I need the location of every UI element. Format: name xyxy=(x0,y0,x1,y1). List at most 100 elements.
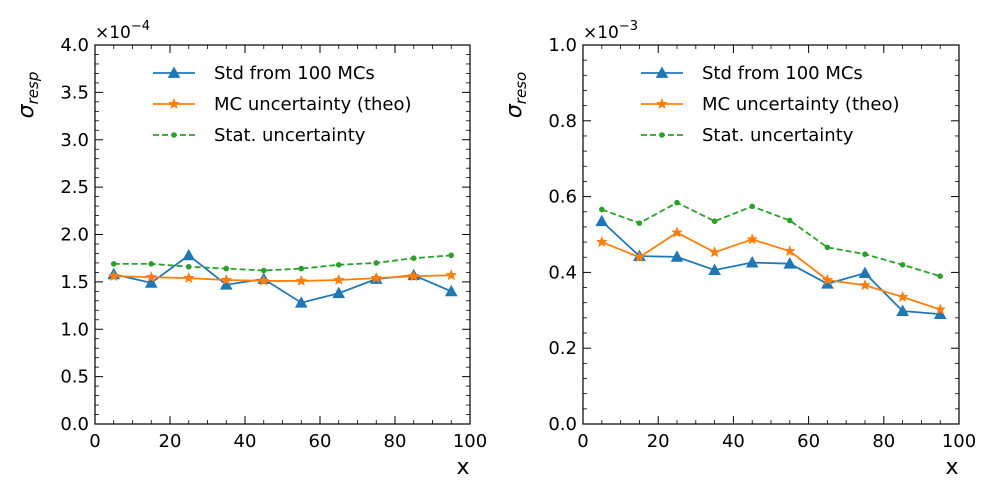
data-point xyxy=(599,206,605,213)
legend-marker xyxy=(167,66,181,78)
x-tick-label: 20 xyxy=(159,431,182,452)
series-1 xyxy=(595,214,947,319)
legend-label: Std from 100 MCs xyxy=(214,63,375,84)
data-point xyxy=(110,261,117,267)
x-tick-label: 0 xyxy=(89,431,100,452)
y-exponent-label: ×10−3 xyxy=(583,19,638,43)
chart-panel-2: 0 20 40 60 80 100 0.0 0.2 0.4 0.6 0.8 1.0 ×10−3 σreso… xyxy=(502,19,976,480)
legend-label: Stat. uncertainty xyxy=(214,125,366,146)
data-point xyxy=(787,217,793,224)
data-point xyxy=(335,262,342,268)
x-tick-label: 80 xyxy=(384,431,407,452)
y-tick-label: 1.5 xyxy=(60,272,89,293)
y-tick-label: 0.6 xyxy=(548,187,577,208)
data-point xyxy=(896,304,909,316)
series-line xyxy=(113,254,452,272)
data-point xyxy=(783,245,796,257)
series-3 xyxy=(110,252,455,274)
data-point xyxy=(257,274,270,286)
y-tick-label: 1.0 xyxy=(60,319,89,340)
legend-label: MC uncertainty (theo) xyxy=(214,94,412,115)
data-point xyxy=(373,260,380,266)
x-tick-label: 100 xyxy=(942,431,976,452)
data-point xyxy=(711,218,718,225)
legend-marker xyxy=(659,132,665,138)
data-point xyxy=(745,256,759,268)
legend: Std from 100 MCs MC uncertainty (theo) Sta… xyxy=(641,63,900,146)
x-axis-label: x xyxy=(456,455,469,480)
y-axis-label: σresp xyxy=(14,72,42,119)
data-point xyxy=(670,250,684,262)
data-point xyxy=(633,251,646,263)
series-line xyxy=(601,231,941,311)
legend: Std from 100 MCs MC uncertainty (theo) Sta… xyxy=(153,63,412,146)
data-point xyxy=(749,203,755,210)
legend-label: Stat. uncertainty xyxy=(702,125,854,146)
series-2 xyxy=(595,226,947,315)
series-line xyxy=(601,201,941,278)
chart-panel-1: 0 20 40 60 80 100 0.0 0.5 1.0 1.5 2.0 2.5 3.0 3.5 4.0 ×… xyxy=(14,19,487,480)
data-point xyxy=(896,290,909,303)
x-tick-label: 40 xyxy=(234,431,257,452)
data-point xyxy=(144,276,158,288)
data-point xyxy=(332,286,346,299)
data-point xyxy=(746,233,759,245)
data-point xyxy=(182,248,196,261)
data-point xyxy=(185,263,192,270)
data-point xyxy=(294,296,308,308)
legend-marker xyxy=(656,97,668,109)
x-tick-label: 60 xyxy=(797,431,820,452)
y-tick-label: 2.0 xyxy=(60,225,89,246)
data-point xyxy=(223,265,230,272)
data-point xyxy=(636,220,643,226)
data-point xyxy=(148,261,155,267)
data-point xyxy=(332,273,345,285)
data-point xyxy=(107,270,120,282)
data-point xyxy=(937,273,943,279)
x-tick-label: 0 xyxy=(577,431,588,452)
x-tick-label: 80 xyxy=(872,431,895,452)
data-point xyxy=(410,255,417,261)
x-axis-label: x xyxy=(945,455,958,480)
data-point xyxy=(298,265,305,272)
data-point xyxy=(182,271,195,284)
data-point xyxy=(260,267,267,274)
y-exponent-power: −3 xyxy=(619,19,638,34)
y-tick-label: 1.0 xyxy=(548,35,577,56)
y-exponent-label: ×10−4 xyxy=(95,19,150,43)
data-point xyxy=(862,251,868,258)
legend-marker xyxy=(171,132,177,138)
data-point xyxy=(595,214,609,227)
y-tick-label: 3.5 xyxy=(60,82,89,103)
legend-label: Std from 100 MCs xyxy=(702,63,863,84)
data-point xyxy=(859,279,871,291)
data-point xyxy=(821,273,834,285)
data-point xyxy=(444,284,458,297)
data-point xyxy=(445,269,458,281)
x-tick-label: 20 xyxy=(647,431,670,452)
data-point xyxy=(295,274,308,286)
data-point xyxy=(708,246,721,258)
series-line xyxy=(113,274,452,282)
y-axis-label: σreso xyxy=(502,72,530,118)
data-point xyxy=(934,303,947,315)
data-point xyxy=(145,270,158,283)
data-point xyxy=(220,273,233,285)
legend-label: MC uncertainty (theo) xyxy=(702,94,900,115)
y-tick-label: 0.0 xyxy=(60,414,89,435)
series-line xyxy=(113,254,452,304)
y-tick-label: 0.5 xyxy=(60,367,89,388)
y-tick-label: 0.2 xyxy=(548,338,577,359)
y-tick-label: 0.0 xyxy=(548,414,577,435)
y-exponent-power: −4 xyxy=(131,19,150,34)
data-point xyxy=(899,262,906,268)
y-tick-label: 2.5 xyxy=(60,177,89,198)
x-tick-label: 60 xyxy=(309,431,332,452)
series-line xyxy=(601,220,941,315)
y-tick-label: 3.0 xyxy=(60,130,89,151)
data-point xyxy=(448,252,455,259)
x-tick-label: 40 xyxy=(722,431,745,452)
data-point xyxy=(595,235,608,248)
data-point xyxy=(858,266,872,279)
